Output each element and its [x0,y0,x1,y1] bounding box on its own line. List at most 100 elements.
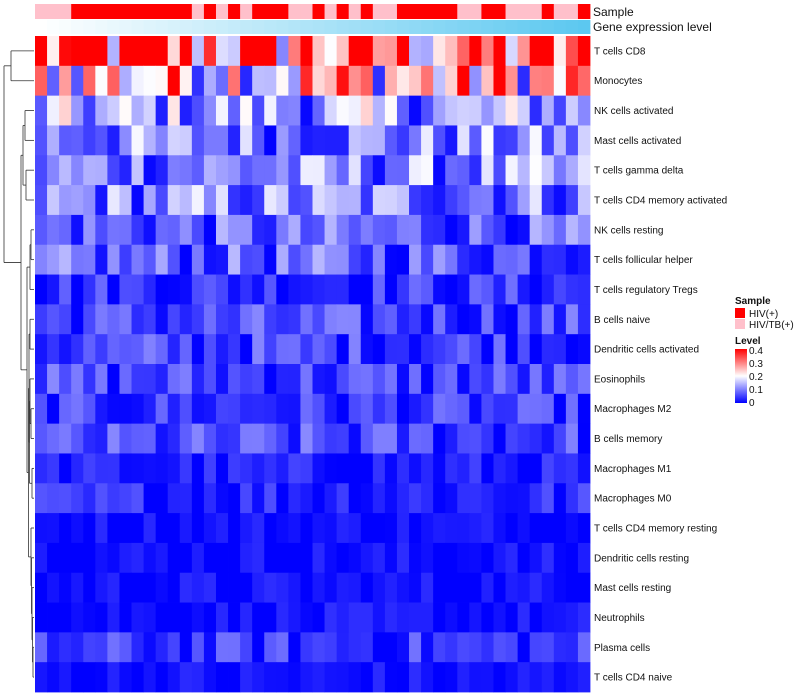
heatmap-cell [541,185,555,216]
heatmap-cell [312,36,325,67]
sample-annotation-cell [409,4,422,19]
heatmap-cell [119,662,132,693]
heatmap-cell [565,95,579,126]
heatmap-cell [71,334,84,365]
heatmap-cell [155,423,169,454]
heatmap-cell [179,364,193,395]
heatmap-cell [324,393,338,425]
heatmap-cell [541,214,555,246]
heatmap-cell [433,95,446,126]
expression-annotation-cell [324,20,338,34]
heatmap-cell [324,632,338,663]
heatmap-cell [252,662,265,693]
heatmap-cell [348,36,362,67]
heatmap-cell [348,304,362,335]
heatmap-cell [131,95,144,126]
heatmap-cell [493,513,506,544]
heatmap-cell [179,572,193,603]
sample-annotation-cell [481,4,494,19]
heatmap-cell [384,65,398,97]
heatmap-cell [240,36,253,67]
heatmap-cell [348,572,362,603]
heatmap-cell [360,244,374,275]
heatmap-cell [360,334,374,365]
heatmap-cell [83,513,96,544]
heatmap-cell [143,214,157,246]
heatmap-cell [493,393,506,425]
heatmap-cell [191,155,205,186]
heatmap-cell [131,244,144,275]
heatmap-cell [143,513,157,544]
heatmap-cell [312,95,325,126]
heatmap-cell [481,36,494,67]
heatmap-cell [529,274,543,305]
heatmap-cell [215,542,229,574]
heatmap-cell [348,65,362,97]
heatmap-cell [155,95,169,126]
expression-annotation-cell [119,20,132,34]
annotation-label-sample: Sample [593,5,634,19]
expression-annotation-cell [191,20,205,34]
heatmap-cell [553,95,567,126]
sample-annotation-cell [421,4,434,19]
heatmap-cell [360,95,374,126]
heatmap-cell [59,364,72,395]
heatmap-cell [577,185,591,216]
heatmap-cell [228,65,241,97]
heatmap-cell [155,304,169,335]
heatmap-cell [493,36,506,67]
heatmap-cell [541,334,555,365]
sample-annotation-cell [445,4,458,19]
heatmap-cell [155,155,169,186]
heatmap-cell [155,36,169,67]
heatmap-cell [517,214,531,246]
row-label: Monocytes [594,76,642,87]
heatmap-cell [191,304,205,335]
heatmap-cell [300,513,313,544]
heatmap-cell [107,36,120,67]
heatmap-cell [155,334,169,365]
heatmap-cell [95,125,108,156]
heatmap-cell [493,304,506,335]
expression-annotation-cell [131,20,144,34]
heatmap-cell [324,185,338,216]
heatmap-cell [505,214,519,246]
heatmap-cell [47,572,60,603]
heatmap-cell [119,95,132,126]
heatmap-cell [565,125,579,156]
heatmap-cell [529,244,543,275]
row-label: T cells CD8 [594,46,646,57]
heatmap-cell [215,483,229,514]
heatmap-cell [119,393,132,425]
heatmap-cell [360,185,374,216]
heatmap-cell [469,364,482,395]
heatmap-cell [107,453,120,484]
sample-annotation-cell [457,4,470,19]
heatmap-cell [47,65,60,97]
heatmap-cell [312,125,325,156]
expression-annotation-cell [35,20,48,34]
heatmap-cell [35,214,48,246]
heatmap-cell [47,244,60,275]
heatmap-cell [228,364,241,395]
heatmap-cell [396,36,410,67]
heatmap-cell [445,423,458,454]
legend-level-tick-0: 0 [749,398,755,409]
sample-annotation-cell [59,4,72,19]
heatmap-cell [228,125,241,156]
heatmap-cell [107,662,120,693]
heatmap-cell [577,542,591,574]
heatmap-cell [493,334,506,365]
heatmap-cell [553,274,567,305]
row-label: Macrophages M0 [594,494,672,505]
heatmap-cell [384,155,398,186]
expression-annotation-cell [240,20,253,34]
heatmap-cell [228,214,241,246]
heatmap-cell [240,483,253,514]
sample-annotation-cell [95,4,108,19]
heatmap-cell [167,274,181,305]
heatmap-cell [348,393,362,425]
heatmap-cell [457,423,470,454]
heatmap-cell [300,185,313,216]
heatmap-cell [493,214,506,246]
